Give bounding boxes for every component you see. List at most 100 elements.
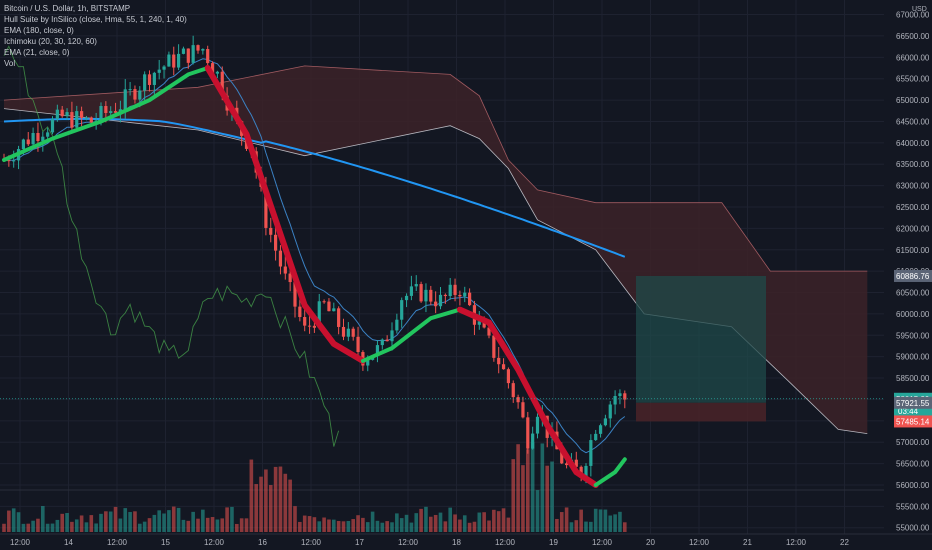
volume-bar [467, 522, 472, 532]
candle-body [594, 433, 598, 441]
candle-body [574, 459, 578, 467]
hull-up-segment-3 [593, 457, 627, 487]
indicator-ichimoku[interactable]: Ichimoku (20, 30, 120, 60) [4, 37, 97, 46]
candle-body [60, 109, 64, 117]
time-tick-label: 12:00 [495, 538, 516, 547]
candle-body [404, 295, 409, 301]
volume-bar [36, 518, 40, 532]
candle-body [191, 45, 195, 63]
volume-bar [370, 511, 375, 532]
volume-bar [181, 519, 186, 532]
candle-body [138, 90, 142, 100]
candle-body [468, 292, 472, 306]
volume-bar [322, 517, 326, 532]
candle-body [565, 463, 569, 466]
volume-bar [390, 522, 394, 532]
volume-bar [60, 513, 64, 532]
long-stop-zone [636, 402, 766, 422]
volume-bar [516, 444, 520, 532]
price-tick-label: 62000.00 [896, 224, 930, 233]
volume-bar [584, 521, 588, 532]
candle-body [608, 404, 612, 419]
indicator-volume[interactable]: Vol [4, 59, 16, 68]
time-tick-label: 12:00 [204, 538, 225, 547]
candle-body [424, 289, 428, 302]
indicator-hull[interactable]: Hull Suite by InSilico (close, Hma, 55, … [4, 15, 187, 24]
volume-bar [99, 513, 103, 532]
price-tick-label: 66500.00 [896, 32, 930, 41]
volume-bar [414, 513, 419, 532]
time-tick-label: 19 [549, 538, 558, 547]
volume-bar [453, 514, 457, 532]
volume-bar [559, 512, 564, 532]
price-tick-label: 66000.00 [896, 53, 930, 62]
volume-bar [530, 442, 535, 532]
candle-body [206, 49, 210, 64]
candle-body [80, 111, 84, 118]
volume-bar [104, 511, 108, 532]
time-tick-label: 12:00 [398, 538, 419, 547]
volume-bar [205, 517, 210, 532]
volume-bar [273, 466, 278, 532]
volume-bar [225, 507, 229, 532]
time-tick-label: 12:00 [689, 538, 710, 547]
volume-bar [429, 516, 433, 532]
volume-bar [74, 519, 79, 532]
volume-bar [589, 521, 593, 532]
candle-body [274, 234, 278, 251]
volume-bar [399, 518, 404, 532]
volume-bar [579, 509, 583, 532]
volume-bar [458, 519, 462, 532]
volume-bar [162, 513, 166, 532]
volume-bar [433, 514, 438, 532]
volume-bar [298, 521, 302, 532]
volume-bar [2, 523, 6, 532]
volume-bar [288, 479, 292, 532]
candle-body [298, 306, 302, 318]
volume-bar [259, 476, 263, 532]
candle-body [429, 289, 433, 302]
countdown-label: 03:44 [898, 407, 919, 416]
volume-bar [142, 521, 147, 532]
indicator-ema-21[interactable]: EMA (21, close, 0) [4, 48, 70, 57]
volume-bar [128, 512, 132, 532]
candle-body [283, 266, 287, 274]
volume-bar [327, 519, 331, 532]
volume-bar [167, 510, 171, 532]
candle-body [584, 465, 588, 478]
entry-price-label-bg [894, 396, 932, 409]
price-tick-label: 64500.00 [896, 117, 930, 126]
time-axis: 12:00 14 12:00 15 12:00 16 12:00 17 12:00 18 12:00… [0, 533, 932, 550]
volume-bar [220, 518, 225, 532]
candle-body [41, 136, 45, 142]
candle-body [346, 328, 350, 337]
candle-body [303, 317, 307, 326]
candle-body [288, 273, 292, 283]
volume-bar [492, 509, 496, 532]
volume-bar [317, 521, 322, 532]
candle-body [351, 328, 355, 337]
candle-body [589, 440, 593, 466]
candle-body [162, 66, 166, 70]
price-tick-label: 60500.00 [896, 289, 930, 298]
volume-bar [346, 520, 351, 532]
price-tick-label: 61500.00 [896, 246, 930, 255]
volume-bar [191, 511, 195, 532]
candle-body [438, 294, 443, 307]
volume-bar [65, 513, 69, 532]
candle-body [269, 227, 273, 235]
candle-body [50, 119, 55, 133]
candle-body [526, 417, 530, 449]
candle-body [293, 282, 297, 307]
candle-body [99, 106, 103, 121]
volume-bar [618, 511, 622, 532]
countdown-label-bg [894, 404, 932, 416]
volume-bar [21, 523, 26, 532]
target-price-label: 60886.76 [896, 272, 930, 281]
indicator-ema-180[interactable]: EMA (180, close, 0) [4, 26, 74, 35]
candle-body [65, 112, 69, 117]
price-tick-label: 57000.00 [896, 438, 930, 447]
time-tick-label: 12:00 [10, 538, 31, 547]
volume-bar [283, 473, 288, 532]
